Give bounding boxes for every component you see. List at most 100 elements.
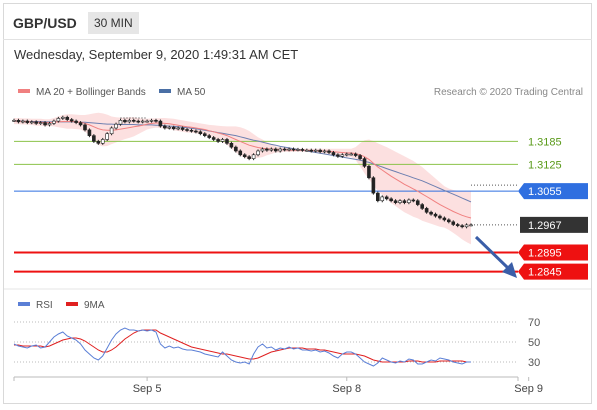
price-candle	[340, 154, 345, 157]
price-candle	[460, 225, 464, 228]
price-candle	[278, 148, 283, 152]
x-tick-sep-5-label: Sep 5	[133, 383, 162, 395]
price-candle	[251, 154, 256, 159]
price-candle	[407, 199, 411, 203]
level-13055-label: 1.3055	[528, 186, 562, 198]
legend-swatch-ma20	[18, 89, 30, 93]
price-candle	[225, 139, 229, 144]
chart-datetime: Wednesday, September 9, 2020 1:49:31 AM …	[14, 47, 299, 62]
price-candle	[136, 120, 141, 123]
level-13185-label: 1.3185	[528, 136, 562, 148]
level-13055-label-bg	[518, 183, 588, 200]
currency-pair-title: GBP/USD	[13, 15, 77, 31]
price-candle	[376, 192, 380, 202]
price-candle	[61, 116, 65, 119]
price-candle	[118, 120, 123, 125]
level-12845-label-bg	[518, 263, 588, 280]
price-candle	[260, 148, 265, 152]
price-candle	[269, 148, 274, 151]
rsi-level-label-30: 30	[528, 357, 540, 369]
price-candle	[34, 121, 38, 124]
price-candle	[331, 152, 336, 156]
price-candle	[358, 155, 362, 159]
price-candle	[282, 148, 287, 151]
price-candle	[83, 124, 87, 131]
price-candle	[65, 116, 70, 120]
price-candle	[336, 154, 340, 157]
price-candle	[163, 125, 167, 129]
price-candle	[185, 129, 189, 131]
price-candle	[402, 200, 407, 203]
price-candle	[52, 120, 56, 124]
price-candle	[229, 142, 234, 148]
price-candle	[429, 211, 433, 215]
price-candle	[158, 120, 163, 127]
price-candle	[305, 149, 309, 152]
price-candle	[362, 158, 367, 167]
price-candle	[114, 123, 118, 129]
price-candle	[344, 153, 349, 156]
price-candle	[389, 198, 393, 202]
price-candle	[438, 215, 442, 219]
price-candle	[287, 148, 291, 151]
price-candle	[380, 196, 385, 202]
price-candle	[202, 133, 207, 136]
price-candle	[43, 122, 47, 126]
timeframe-badge[interactable]: 30 MIN	[88, 12, 139, 34]
price-candle	[322, 150, 327, 153]
price-candle	[464, 224, 469, 228]
price-candle	[25, 120, 30, 123]
price-candle	[238, 150, 243, 156]
forecast-arrow	[474, 235, 510, 270]
price-candle	[207, 135, 212, 138]
price-candle	[242, 154, 247, 158]
price-candle	[313, 149, 318, 152]
price-candle	[349, 153, 354, 156]
price-candle	[234, 146, 238, 152]
level-12967-label: 1.2967	[528, 220, 562, 232]
price-candle	[109, 127, 114, 135]
price-candle	[447, 219, 451, 223]
legend-swatch-rsi	[18, 302, 30, 306]
rsi-level-label-70: 70	[528, 317, 540, 329]
price-candle	[149, 120, 154, 122]
price-candle	[327, 150, 331, 153]
price-candle	[273, 148, 278, 152]
price-candle	[176, 127, 180, 130]
price-candle	[415, 200, 420, 205]
price-candle	[300, 149, 305, 151]
price-candle	[265, 148, 269, 151]
price-candle	[171, 126, 176, 130]
price-candle	[291, 148, 296, 151]
price-candle	[433, 213, 438, 217]
price-candle	[442, 217, 447, 221]
price-candle	[87, 129, 92, 136]
legend-label-rsi: RSI	[36, 300, 53, 311]
price-candle	[140, 120, 145, 123]
price-candle	[220, 139, 225, 142]
price-candle	[451, 221, 456, 225]
price-candle	[96, 141, 101, 144]
price-candle	[318, 149, 322, 153]
price-candle	[371, 177, 376, 194]
x-tick-sep-9-label: Sep 9	[514, 383, 543, 395]
price-candle	[180, 127, 185, 130]
forecast-arrowhead	[502, 262, 517, 278]
price-candle	[424, 208, 429, 213]
research-credit: Research © 2020 Trading Central	[434, 87, 583, 98]
price-candle	[189, 129, 194, 132]
legend-label-ma20: MA 20 + Bollinger Bands	[36, 87, 146, 98]
price-candle	[12, 120, 16, 122]
legend-label-9ma: 9MA	[84, 300, 105, 311]
price-candle	[469, 224, 473, 227]
legend-label-ma50: MA 50	[177, 87, 206, 98]
price-candle	[420, 204, 424, 209]
legend-swatch-ma50	[159, 89, 171, 93]
price-candle	[256, 150, 260, 156]
x-tick-sep-8-label: Sep 8	[332, 383, 361, 395]
price-candle	[145, 120, 149, 123]
price-candle	[198, 131, 203, 135]
chart-frame	[3, 3, 592, 404]
price-candle	[367, 165, 371, 179]
